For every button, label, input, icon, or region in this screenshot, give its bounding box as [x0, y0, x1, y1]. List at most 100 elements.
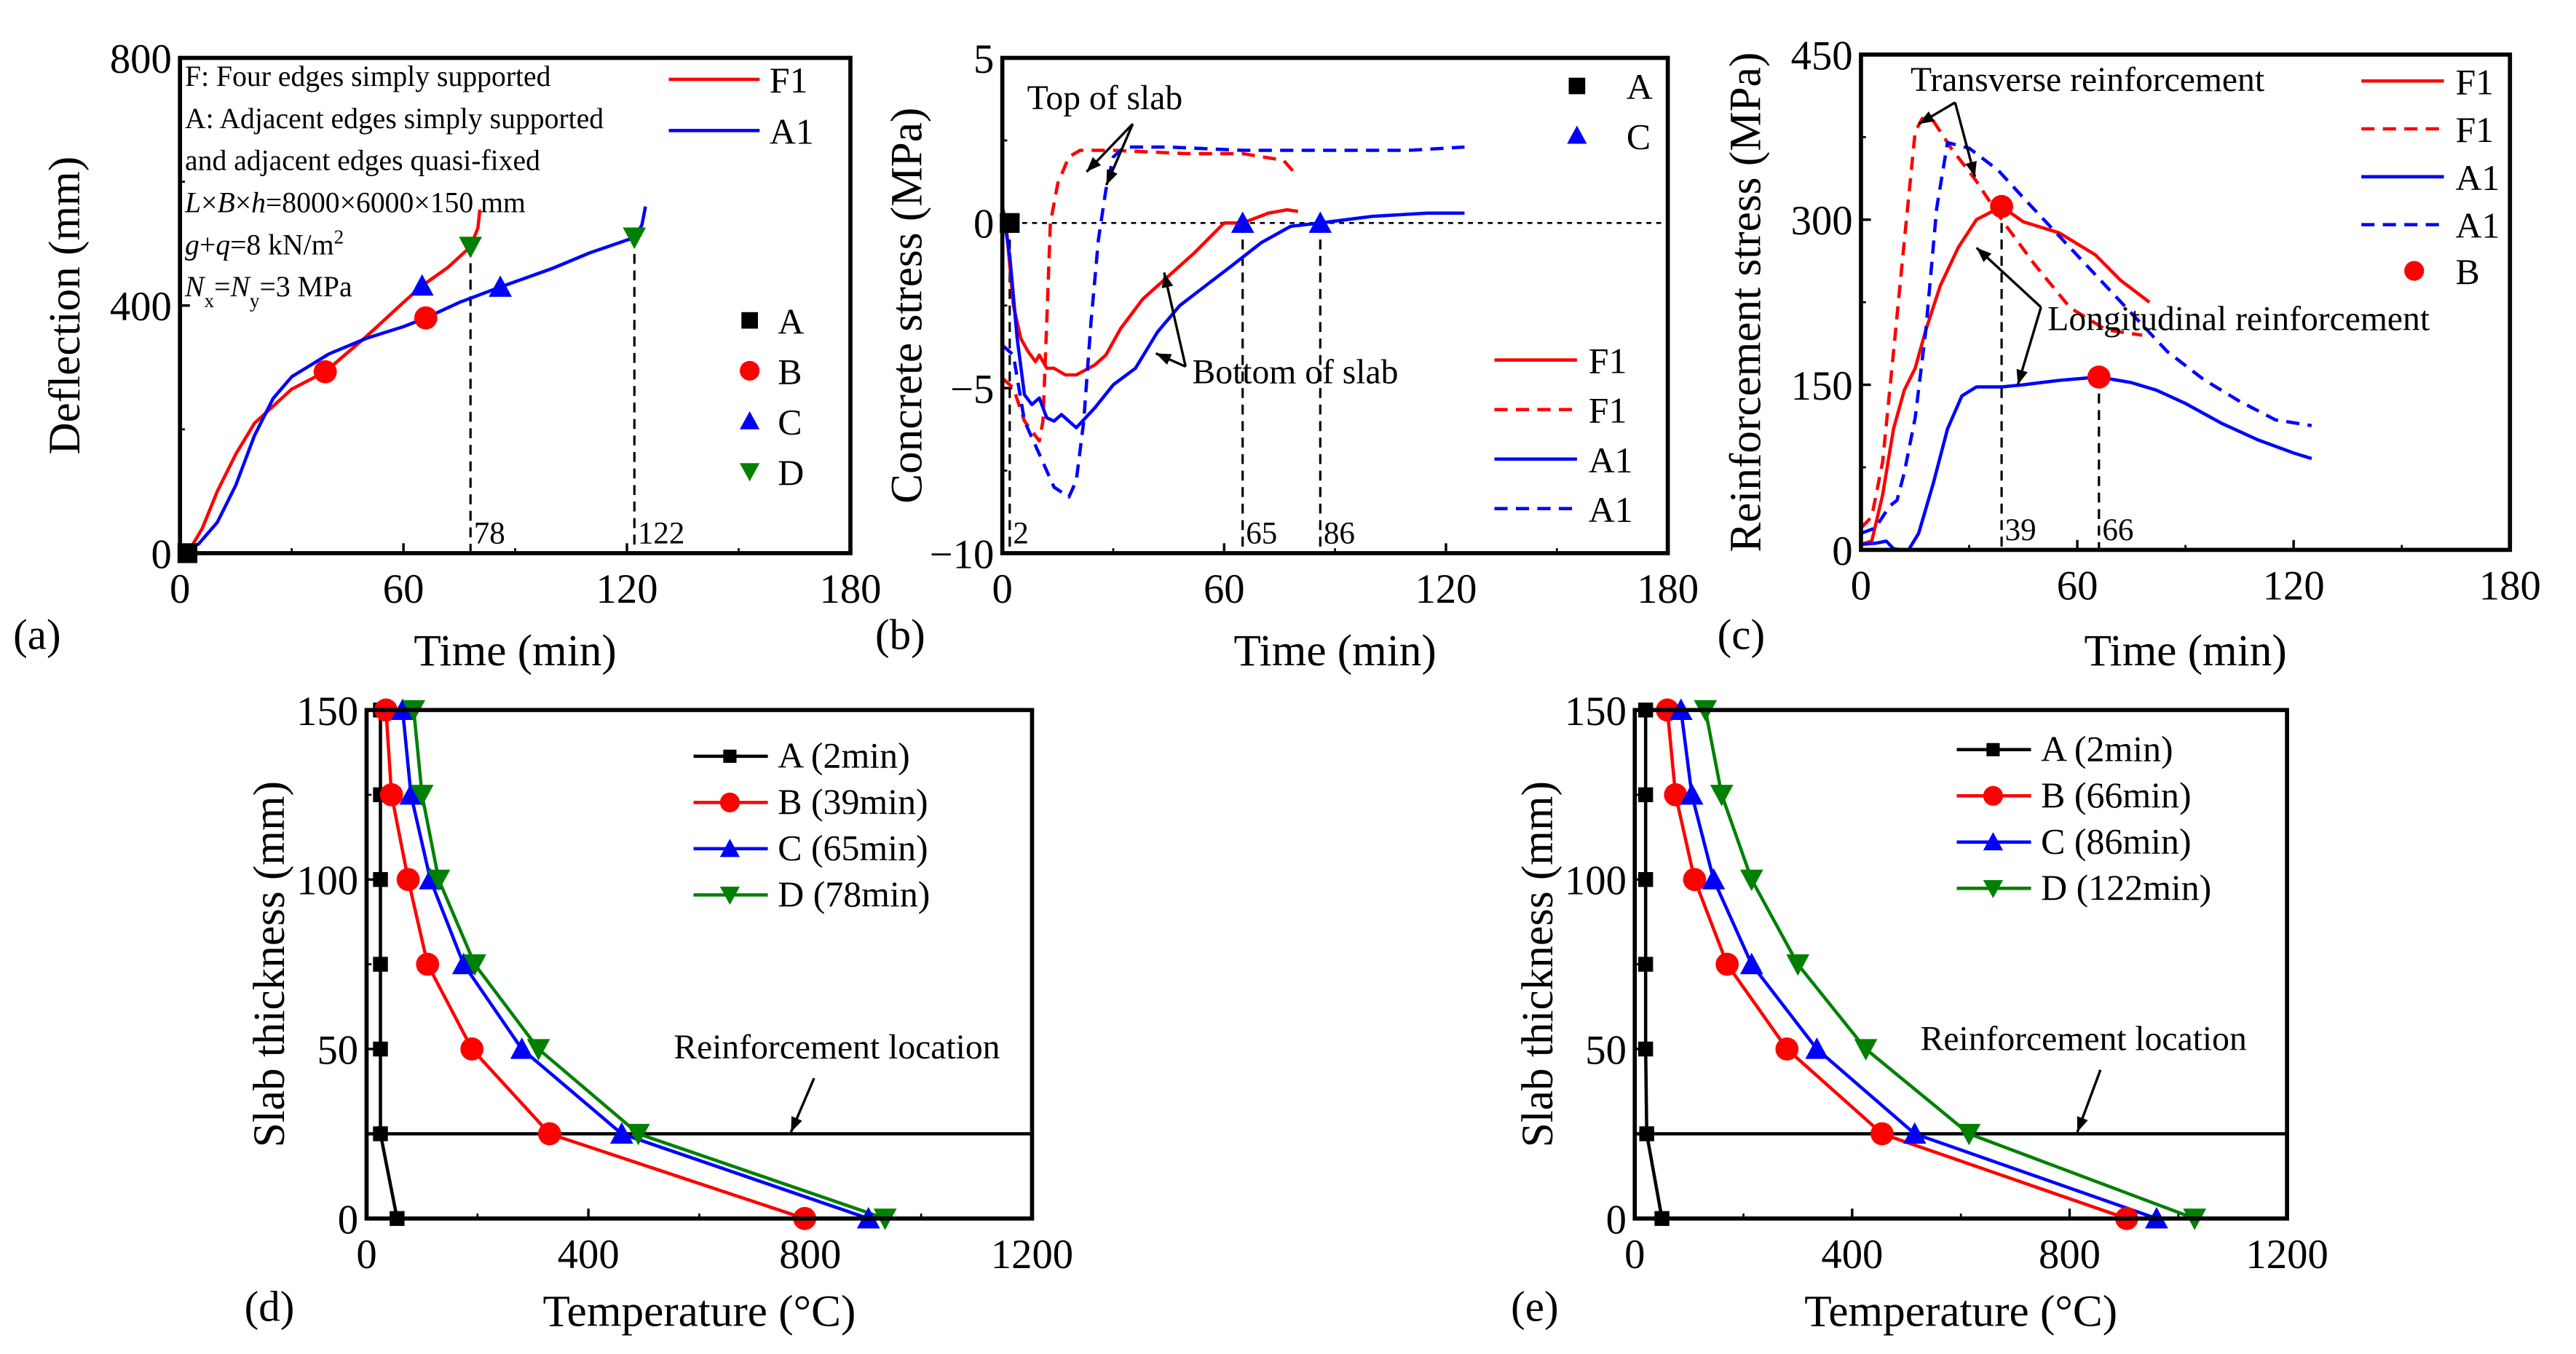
- note-segment: =: [214, 271, 230, 303]
- note-segment: B: [217, 187, 234, 219]
- marker-triangle-down: [1786, 954, 1810, 976]
- marker-triangle-down: [526, 1039, 550, 1061]
- marker-triangle-down: [427, 869, 451, 892]
- note-segment: g: [185, 229, 199, 261]
- series-line-f1: [1002, 206, 1299, 377]
- legend-label: D: [778, 453, 804, 493]
- parameter-note: F: Four edges simply supported: [185, 60, 551, 92]
- parameter-note: and adjacent edges quasi-fixed: [185, 145, 540, 177]
- y-axis-title: Slab thickness (mm): [1513, 781, 1562, 1147]
- marker-triangle: [1680, 783, 1704, 805]
- marker-square: [1637, 871, 1654, 887]
- marker-triangle: [1702, 868, 1726, 890]
- arrow-head: [2016, 368, 2028, 385]
- x-axis-title: Temperature (°C): [1804, 1286, 2117, 1336]
- x-tick-label: 180: [819, 566, 881, 612]
- panel-label: (a): [13, 610, 60, 658]
- marker-square: [1637, 957, 1654, 972]
- marker-circle: [379, 783, 403, 807]
- note-segment: F: Four edges simply supported: [185, 60, 551, 92]
- y-tick-label: 50: [1585, 1027, 1627, 1073]
- marker-square: [373, 871, 388, 887]
- marker-circle: [414, 306, 438, 330]
- legend-label: C (86min): [2041, 822, 2191, 862]
- x-axis-title: Time (min): [414, 626, 616, 676]
- marker-triangle-down: [740, 463, 760, 482]
- marker-triangle-down: [1739, 869, 1763, 892]
- marker-circle: [2087, 365, 2111, 389]
- annotation-arrow: [1155, 352, 1187, 368]
- marker-triangle: [1983, 832, 2004, 851]
- note-segment: y: [250, 290, 260, 312]
- note-segment: and adjacent edges quasi-fixed: [185, 145, 540, 177]
- annotation-arrow: [2076, 1069, 2102, 1133]
- series-line: [384, 710, 805, 1219]
- marker-circle: [740, 360, 760, 381]
- marker-triangle-down: [459, 237, 483, 258]
- arrow-head: [1976, 248, 1992, 263]
- x-axis-title: Temperature (°C): [543, 1286, 856, 1336]
- time-marker-label: 66: [2102, 513, 2133, 547]
- y-tick-label: 150: [1565, 689, 1627, 735]
- x-tick-label: 0: [356, 1232, 376, 1278]
- x-tick-label: 400: [558, 1232, 620, 1278]
- annotation-arrow: [2016, 306, 2042, 386]
- marker-triangle: [451, 952, 475, 975]
- arrow-head: [1155, 353, 1172, 365]
- marker-triangle-down: [410, 785, 434, 807]
- legend-label: F1: [2455, 62, 2494, 102]
- panel-label: (e): [1511, 1283, 1558, 1331]
- marker-triangle: [1739, 952, 1763, 975]
- y-tick-label: 100: [296, 858, 358, 904]
- y-tick-label: −5: [950, 367, 994, 413]
- legend-label: B: [2455, 252, 2479, 292]
- panel-label: (d): [245, 1283, 295, 1331]
- annotation-transverse: Transverse reinforcement: [1911, 61, 2264, 99]
- series-line-f1: [1860, 205, 2151, 547]
- time-marker-label: 39: [2005, 513, 2036, 547]
- annotation-arrow: [1086, 123, 1134, 173]
- annotation-arrow: [1918, 101, 1956, 125]
- y-axis-title: Slab thickness (mm): [245, 781, 294, 1147]
- marker-triangle-down: [626, 1123, 650, 1146]
- x-tick-label: 120: [2263, 563, 2325, 609]
- y-tick-label: 0: [1832, 528, 1852, 574]
- x-tick-label: 800: [779, 1232, 841, 1278]
- marker-circle: [1983, 785, 2004, 806]
- y-tick-label: 800: [110, 36, 172, 82]
- x-tick-label: 60: [383, 566, 424, 612]
- marker-circle: [1683, 868, 1707, 892]
- arrow-shaft: [1163, 272, 1188, 368]
- marker-square: [741, 312, 758, 329]
- panel-c: 0 60 120 180 0 150 300 450 Time (min) Reinforceme…: [1718, 33, 2541, 676]
- legend-label: F1: [1589, 391, 1627, 431]
- arrow-head: [1106, 169, 1118, 186]
- legend-label: A1: [2455, 206, 2500, 246]
- x-tick-label: 1200: [991, 1232, 1073, 1278]
- marker-square: [1986, 743, 2000, 756]
- note-segment: =8000×6000×150 mm: [266, 187, 526, 219]
- y-tick-label: 50: [317, 1027, 358, 1073]
- marker-triangle: [719, 839, 740, 858]
- plot-area: [180, 206, 647, 553]
- x-tick-label: 0: [992, 566, 1012, 612]
- x-tick-label: 120: [596, 566, 658, 612]
- legend-label: C: [778, 403, 802, 443]
- note-segment: N: [184, 271, 206, 303]
- marker-square: [1568, 77, 1586, 95]
- marker-triangle: [609, 1122, 633, 1144]
- series-line-a1: [1860, 375, 2312, 550]
- marker-triangle: [1805, 1037, 1829, 1059]
- marker-square: [1637, 787, 1654, 802]
- x-tick-label: 0: [1624, 1232, 1645, 1278]
- legend-label: D (78min): [778, 874, 930, 914]
- marker-triangle-down: [719, 887, 740, 905]
- note-segment: =3 MPa: [260, 271, 352, 303]
- legend-label: F1: [1589, 341, 1627, 381]
- marker-circle: [1664, 783, 1688, 807]
- marker-square: [1637, 1041, 1654, 1057]
- marker-square: [1639, 1126, 1654, 1141]
- panel-e: 0 400 800 1200 0 50 100 150 Temperature (°C) Slab…: [1511, 689, 2328, 1337]
- legend-label: A: [778, 301, 804, 341]
